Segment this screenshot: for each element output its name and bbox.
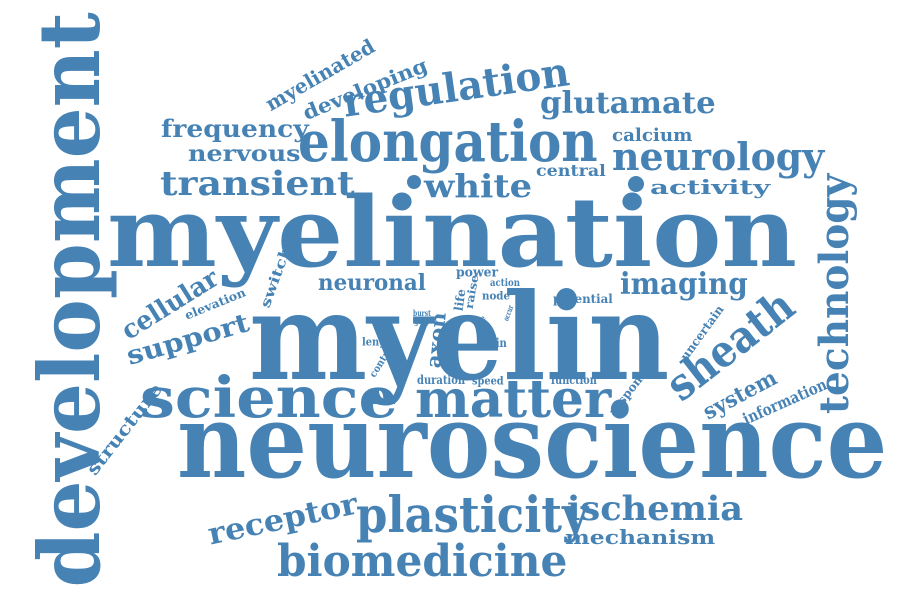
word-nervous: nervous: [188, 143, 300, 165]
decorative-dot: [407, 175, 421, 189]
word-ischemia: ischemia: [567, 492, 743, 526]
word-science: science: [140, 370, 398, 426]
word-speed: speed: [472, 376, 504, 387]
word-activity: activity: [650, 177, 770, 197]
word-biomedicine: biomedicine: [277, 540, 567, 584]
word-gray: gray: [414, 317, 430, 325]
word-white: white: [424, 170, 532, 202]
word-node: node: [482, 291, 510, 302]
word-plasticity: plasticity: [356, 490, 588, 540]
word-development: development: [28, 12, 112, 587]
word-duration: duration: [417, 374, 465, 386]
word-transient: transient: [160, 167, 355, 201]
word-calcium: calcium: [612, 127, 692, 145]
word-mechanism: mechanism: [565, 527, 715, 547]
word-central: central: [536, 163, 606, 179]
decorative-dot: [628, 176, 644, 192]
word-life: life: [453, 288, 468, 311]
word-neuronal: neuronal: [318, 272, 426, 294]
word-frequency: frequency: [161, 117, 309, 141]
word-action: action: [490, 279, 520, 289]
word-glutamate: glutamate: [540, 89, 716, 119]
word-imaging: imaging: [620, 270, 748, 300]
word-function: function: [551, 374, 597, 386]
word-potential: potential: [553, 293, 613, 305]
word-brain: brain: [477, 337, 507, 349]
